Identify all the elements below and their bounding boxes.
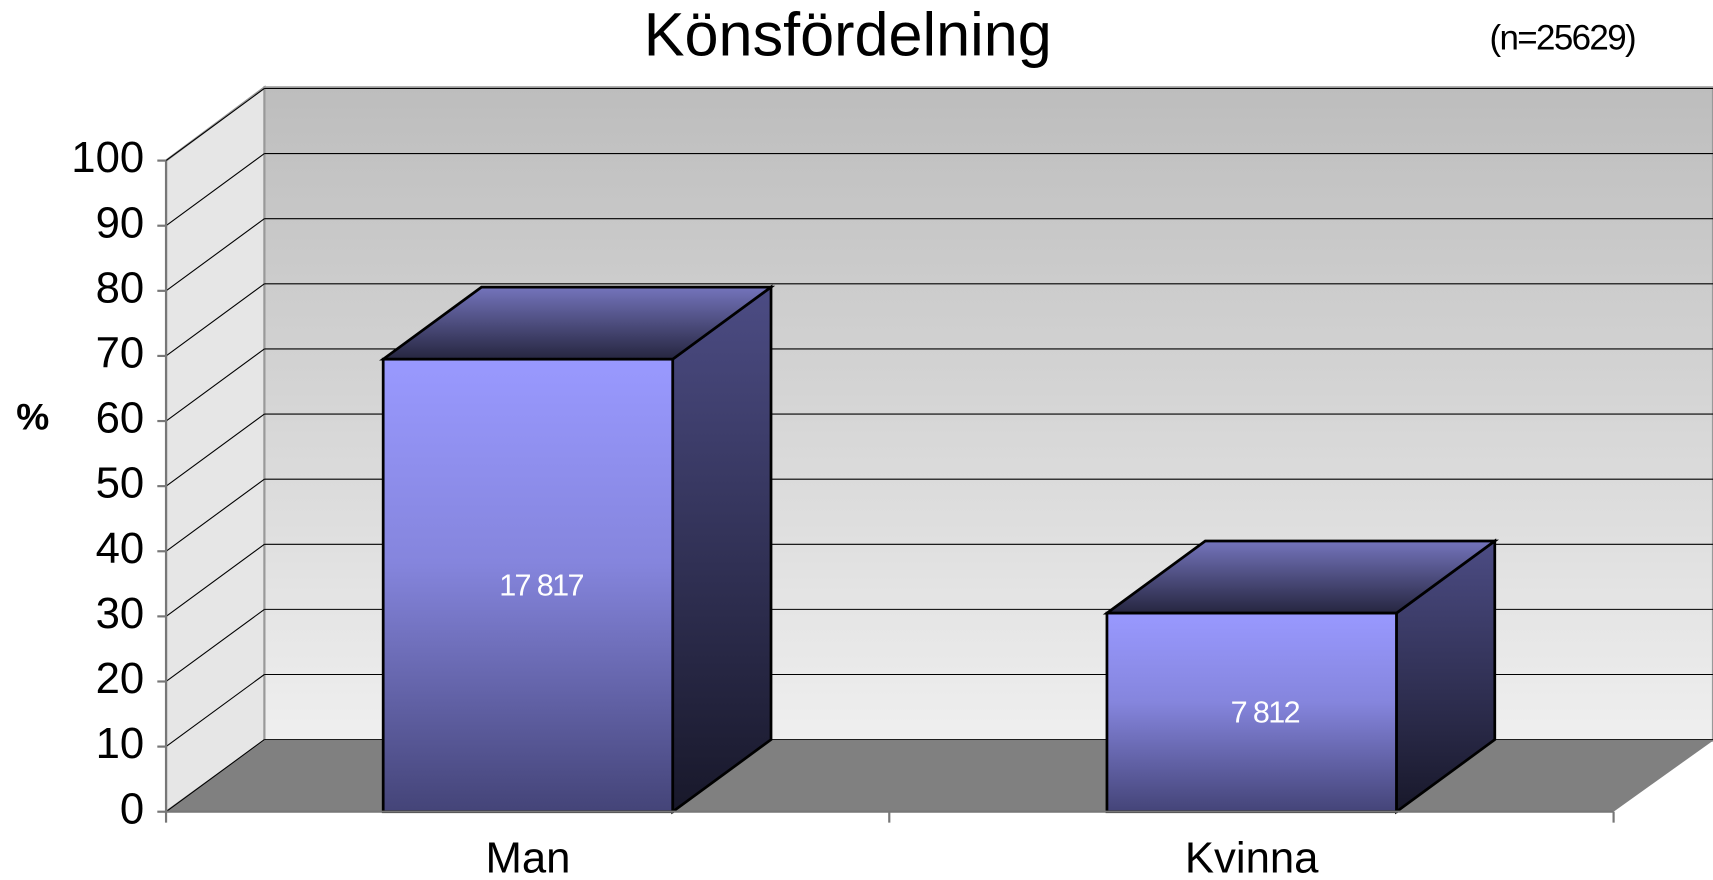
count-label: 7 812 <box>1231 696 1300 730</box>
grid-line-side <box>165 608 265 682</box>
bar-side <box>671 284 773 815</box>
y-tick-label: 100 <box>71 133 144 182</box>
bar: 7 812 <box>1102 538 1499 815</box>
x-tick-label: Kvinna <box>1185 833 1319 880</box>
bar-front <box>1105 611 1398 814</box>
bar-front <box>381 357 675 814</box>
y-tick-label: 20 <box>96 654 145 703</box>
y-tick-label: 80 <box>96 263 145 312</box>
x-tick-label: Man <box>485 833 570 880</box>
y-tick-label: 70 <box>96 328 145 377</box>
y-tick-label: 10 <box>96 719 145 768</box>
grid-line-side <box>165 413 265 487</box>
grid-line-side <box>165 674 265 748</box>
grid-line-side <box>165 153 265 227</box>
y-tick-label: 30 <box>96 589 145 638</box>
bars: 17 817 7 812 <box>379 284 1499 815</box>
count-label: 17 817 <box>499 569 583 603</box>
grid-line-side <box>165 478 265 552</box>
chart-title: Könsfördelning <box>644 0 1052 68</box>
bar: 17 817 <box>379 284 776 815</box>
y-axis-label: % <box>16 395 49 437</box>
grid-line-side <box>165 543 265 617</box>
grid-line-side <box>165 348 265 422</box>
y-tick-label: 0 <box>120 784 144 833</box>
y-tick-label: 50 <box>96 459 145 508</box>
y-tick-label: 60 <box>96 394 145 443</box>
subtitle: (n=25629) <box>1489 19 1635 58</box>
grid-line-side <box>165 283 265 357</box>
grid-line-side <box>165 218 265 292</box>
y-tick-label: 90 <box>96 198 145 247</box>
y-tick-label: 40 <box>96 524 145 573</box>
grid-line-side <box>165 739 265 813</box>
grid-line-side <box>165 88 265 162</box>
